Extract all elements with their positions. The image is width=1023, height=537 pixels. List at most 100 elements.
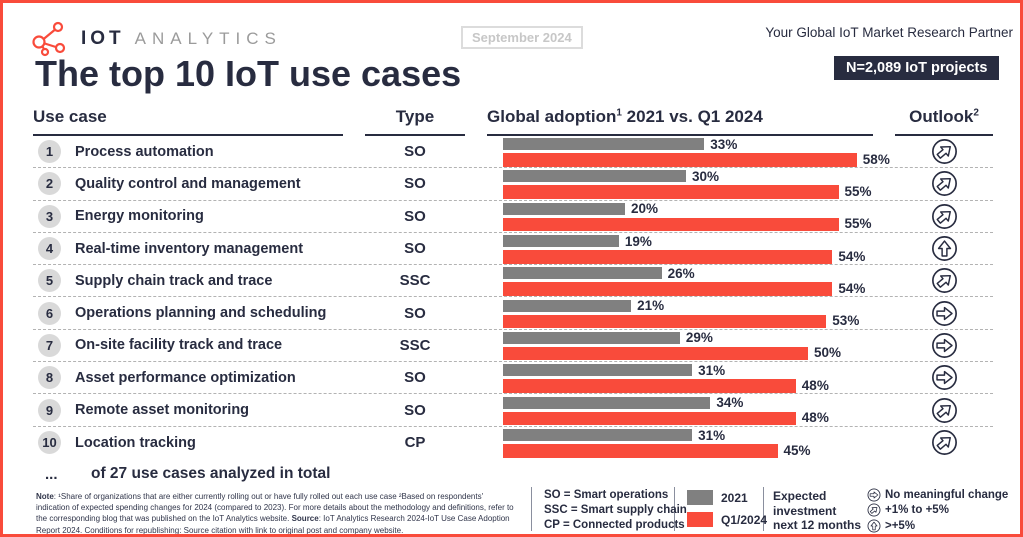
bar-line-2021: 26% [503, 266, 873, 281]
bar-2024 [503, 379, 796, 393]
outlook-cell [895, 364, 993, 391]
legend-divider [674, 487, 675, 531]
adoption-bars: 31% 45% [487, 428, 873, 458]
bar-line-2024: 55% [503, 184, 873, 199]
bar-line-2024: 55% [503, 216, 873, 232]
outlook-legend-label: +1% to +5% [885, 504, 949, 517]
use-case-type: SSC [399, 336, 431, 354]
use-case-cell: 2 Quality control and management [33, 172, 343, 196]
summary-row: ... of 27 use cases analyzed in total [33, 459, 993, 490]
bar-line-2021: 29% [503, 330, 873, 345]
rank-badge: 1 [38, 140, 61, 164]
use-case-type: CP [404, 434, 426, 452]
outlook-up-right-arrow-circle-icon [931, 203, 957, 229]
bar-2021-value: 19% [624, 233, 652, 249]
bar-2024-value: 54% [838, 280, 866, 296]
adoption-bars: 19% 54% [487, 234, 873, 264]
legend-item-2021: 2021 [687, 490, 767, 505]
use-case-type: SO [404, 143, 426, 161]
rank-badge: 10 [38, 431, 61, 455]
bar-2024-value: 58% [862, 151, 890, 167]
use-case-name: Operations planning and scheduling [75, 305, 327, 322]
outlook-up-right-arrow-circle-icon [931, 171, 957, 197]
bar-2021-value: 31% [698, 362, 726, 378]
legend-divider [531, 487, 532, 531]
type-def-ssc: SSC = Smart supply chain [544, 504, 687, 516]
expected-investment-label: Expected investment next 12 months [773, 489, 865, 533]
outlook-cell [895, 170, 993, 197]
use-case-name: Asset performance optimization [75, 369, 296, 386]
outlook-cell [895, 235, 993, 262]
outlook-legend-item: >+5% [867, 518, 1008, 534]
bar-2024 [503, 314, 827, 329]
bar-line-2024: 45% [503, 443, 873, 458]
outlook-legend: No meaningful change +1% to +5% >+5% [867, 487, 1008, 534]
use-case-type: SO [404, 369, 426, 387]
bar-2024-value: 55% [844, 216, 872, 232]
type-def-cp: CP = Connected products [544, 519, 685, 531]
adoption-bars: 21% 53% [487, 298, 873, 329]
note-body: : ¹Share of organizations that are eithe… [36, 492, 514, 524]
bar-2024 [503, 185, 839, 199]
bar-2024 [503, 153, 857, 167]
table-body: 1 Process automation SO 33% 58% 2 Qualit… [33, 136, 993, 459]
bar-2021 [503, 138, 705, 151]
bar-line-2024: 48% [503, 378, 873, 393]
table-row: 8 Asset performance optimization SO 31% … [33, 362, 993, 395]
bar-2021-value: 26% [667, 265, 695, 281]
bar-line-2021: 20% [503, 201, 873, 216]
adoption-bars: 31% 48% [487, 363, 873, 393]
adoption-bars: 20% 55% [487, 201, 873, 232]
bar-2021-value: 31% [698, 427, 726, 443]
col-header-use-case: Use case [33, 107, 343, 136]
bar-2021-value: 30% [692, 168, 720, 184]
up-arrow-circle-icon [867, 519, 881, 533]
bar-2021 [503, 202, 625, 215]
rank-badge: 3 [38, 204, 61, 228]
use-case-name: Supply chain track and trace [75, 272, 273, 289]
type-abbreviation-legend: SO = Smart operations SSC = Smart supply… [544, 488, 687, 533]
outlook-footnote-marker: 2 [973, 107, 979, 119]
bar-2024-value: 45% [783, 442, 811, 458]
adoption-footnote-marker: 1 [616, 107, 622, 119]
expected-line-2: investment [773, 503, 837, 518]
outlook-cell [895, 203, 993, 230]
outlook-cell [895, 138, 993, 165]
bar-2021-value: 34% [716, 395, 744, 411]
tagline: Your Global IoT Market Research Partner [765, 25, 1013, 40]
outlook-up-right-arrow-circle-icon [931, 139, 957, 165]
up-right-arrow-circle-icon [867, 503, 881, 517]
bar-line-2021: 31% [503, 428, 873, 443]
table-row: 4 Real-time inventory management SO 19% … [33, 233, 993, 266]
expected-line-1: Expected [773, 489, 827, 503]
bar-line-2024: 53% [503, 313, 873, 329]
use-case-type: SSC [399, 272, 431, 290]
outlook-cell [895, 267, 993, 294]
outlook-up-right-arrow-circle-icon [931, 430, 957, 456]
summary-text: of 27 use cases analyzed in total [91, 465, 331, 483]
outlook-up-right-arrow-circle-icon [931, 397, 957, 423]
bar-2021 [503, 299, 632, 312]
outlook-cell [895, 429, 993, 456]
bar-2021 [503, 267, 662, 280]
outlook-label: Outlook [909, 107, 974, 126]
brand-name-bold: IOT [81, 28, 125, 49]
use-case-name: Location tracking [75, 434, 196, 451]
bar-line-2021: 21% [503, 298, 873, 313]
use-case-name: Real-time inventory management [75, 240, 304, 257]
bar-line-2021: 19% [503, 234, 873, 249]
bar-2021-value: 29% [685, 330, 713, 346]
bar-2021 [503, 364, 693, 377]
use-case-name: Process automation [75, 143, 214, 160]
table-row: 10 Location tracking CP 31% 45% [33, 427, 993, 459]
bar-2024 [503, 282, 833, 296]
use-case-type: SO [404, 175, 426, 193]
adoption-label: Global adoption [487, 107, 617, 126]
use-case-name: Energy monitoring [75, 208, 204, 225]
bar-line-2024: 58% [503, 152, 890, 167]
rank-badge: 8 [38, 366, 61, 390]
bar-2024 [503, 444, 778, 458]
use-case-cell: 1 Process automation [33, 140, 343, 164]
bar-2021 [503, 331, 680, 344]
bar-2021-value: 33% [710, 136, 738, 152]
